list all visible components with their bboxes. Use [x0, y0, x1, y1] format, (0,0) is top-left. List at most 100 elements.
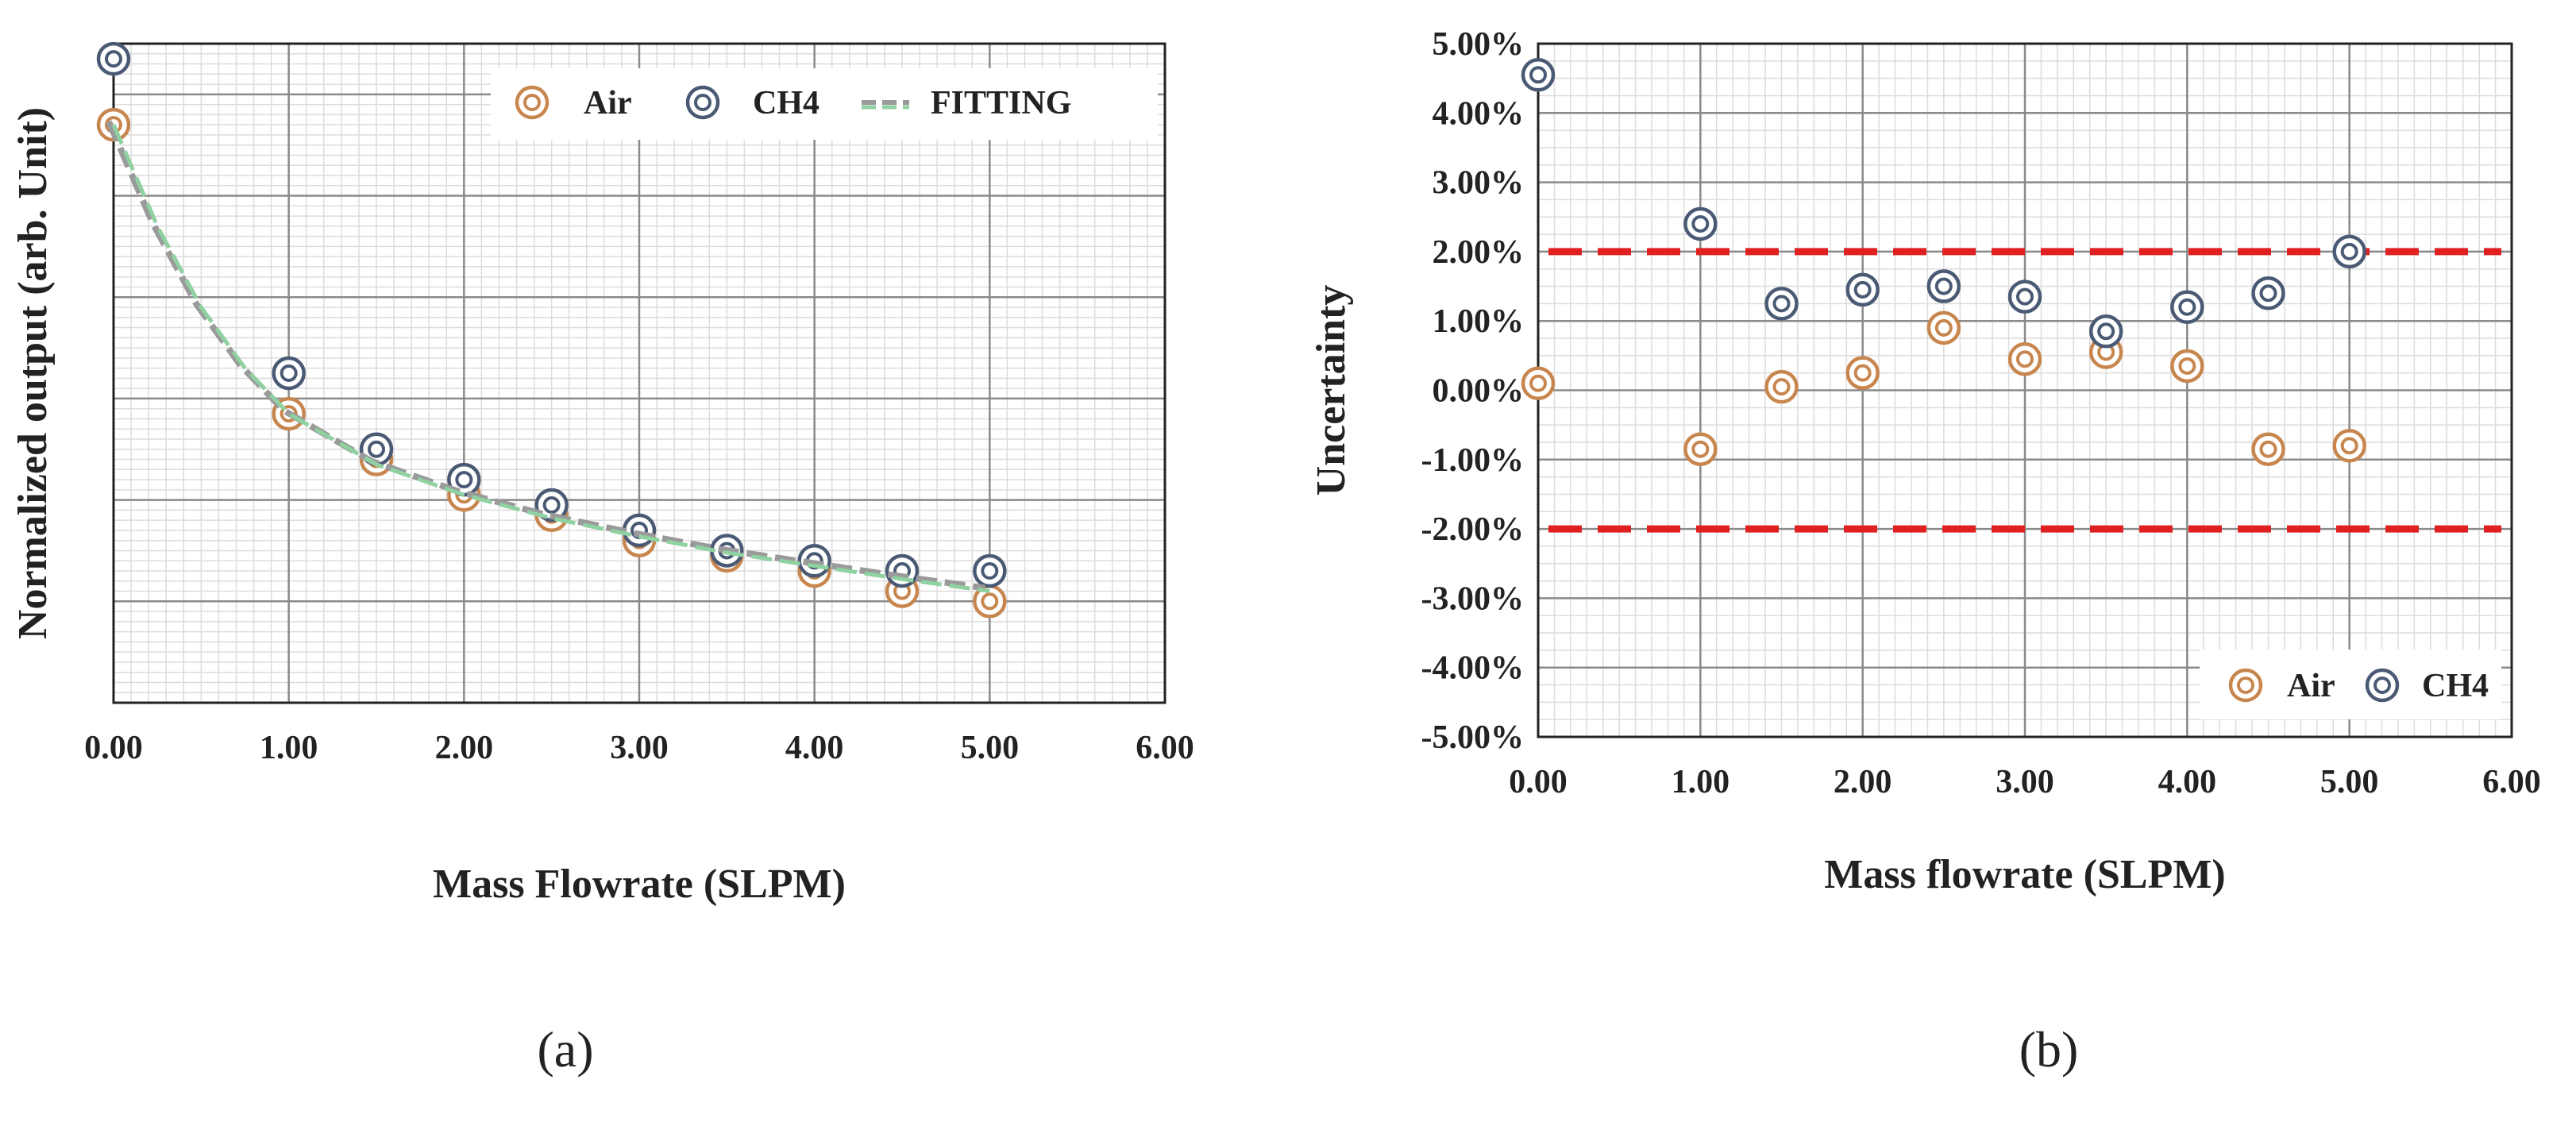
air-point [2007, 341, 2042, 376]
air-point-outer-ring [1521, 366, 1556, 401]
plot-frame [112, 42, 1167, 704]
ch4-point-inner-ring [542, 496, 561, 514]
ch4-point [447, 462, 481, 497]
ch4-point-outer-ring [2007, 280, 2042, 314]
legend-ch4-marker-outer-ring [685, 85, 720, 120]
y-tick-label: -3.00% [1421, 580, 1525, 617]
legend-fitting-label: FITTING [931, 85, 1071, 121]
ch4-point-outer-ring [2251, 276, 2285, 310]
ch4-point [2332, 234, 2366, 269]
ch4-point-inner-ring [2259, 284, 2277, 303]
air-point [2251, 432, 2285, 466]
legend-box [491, 68, 1158, 140]
legend-ch4-label: CH4 [2422, 668, 2489, 704]
legend-air-marker-outer-ring [515, 85, 550, 120]
legend-ch4-marker [685, 85, 720, 120]
ch4-point-outer-ring [1764, 287, 1799, 321]
ch4-point [534, 488, 569, 522]
x-axis-ticks: 0.00 1.00 2.00 3.00 4.00 5.00 6.00 [1509, 764, 2541, 800]
ch4-point-inner-ring [2178, 298, 2196, 316]
air-point-inner-ring [280, 405, 298, 423]
x-tick-label: 5.00 [2320, 764, 2379, 800]
legend-ch4-label: CH4 [753, 85, 819, 121]
legend-air-marker [2228, 668, 2263, 703]
air-point [1521, 366, 1556, 401]
air-point [973, 584, 1007, 619]
chart-b: 0.00 1.00 2.00 3.00 4.00 5.00 6.00 5.00% 4.00% 3.… [1309, 26, 2541, 897]
ch4-point-inner-ring [1772, 295, 1791, 313]
air-point-inner-ring [1853, 364, 1872, 382]
chart-a: 0.00 1.00 2.00 3.00 4.00 5.00 6.00 Mass Flowrat… [10, 41, 1194, 907]
x-tick-label: 6.00 [1136, 730, 1194, 766]
air-point-outer-ring [2251, 432, 2285, 466]
y-tick-label: -2.00% [1421, 511, 1525, 548]
ch4-point [1926, 269, 1961, 303]
y-axis-title: Normalized output (arb. Unit) [10, 107, 56, 639]
ch4-point [1683, 206, 1718, 241]
x-tick-label: 4.00 [2158, 764, 2217, 800]
x-tick-label: 2.00 [1834, 764, 1892, 800]
ch4-point-outer-ring [1926, 269, 1961, 303]
y-tick-label: 5.00% [1433, 26, 1525, 63]
ch4-point [2007, 280, 2042, 314]
ch4-point-inner-ring [2340, 242, 2358, 260]
x-tick-label: 0.00 [84, 730, 143, 766]
fitting-curve [111, 124, 990, 594]
y-axis-ticks: 5.00% 4.00% 3.00% 2.00% 1.00% 0.00% -1.00% -2.0… [1421, 26, 1525, 756]
ch4-point [272, 356, 306, 391]
series-ch4 [1521, 58, 2366, 349]
ch4-point-outer-ring [534, 488, 569, 522]
y-tick-label: 4.00% [1433, 95, 1525, 132]
ch4-point [2088, 314, 2123, 349]
legend-air-label: Air [2287, 668, 2335, 704]
ch4-point-inner-ring [981, 562, 999, 580]
ch4-point [1521, 58, 1556, 92]
panel-label-a: (a) [537, 1021, 593, 1078]
ch4-point-outer-ring [1845, 272, 1880, 307]
ch4-point [359, 432, 394, 467]
ch4-point-inner-ring [2097, 322, 2115, 341]
ch4-point [1764, 287, 1799, 321]
air-point-outer-ring [2332, 429, 2366, 463]
y-tick-label: 2.00% [1433, 234, 1525, 271]
ch4-point-outer-ring [2088, 314, 2123, 349]
air-point-inner-ring [2259, 440, 2277, 458]
panel-label-b: (b) [2019, 1021, 2079, 1078]
legend-ch4-marker-inner-ring [694, 94, 711, 111]
air-point [1764, 369, 1799, 404]
legend-air-marker-outer-ring [2228, 668, 2263, 703]
y-tick-label: 3.00% [1433, 165, 1525, 202]
legend: Air CH4 FITTING [491, 68, 1158, 140]
ch4-point-outer-ring [973, 553, 1007, 588]
y-tick-label: -5.00% [1421, 719, 1525, 756]
air-point-outer-ring [1683, 432, 1718, 466]
x-axis-ticks: 0.00 1.00 2.00 3.00 4.00 5.00 6.00 [84, 730, 1194, 766]
ch4-point-outer-ring [622, 513, 657, 548]
air-point [2170, 349, 2204, 384]
ch4-point-inner-ring [1934, 277, 1953, 295]
x-tick-label: 0.00 [1509, 764, 1568, 800]
air-point-outer-ring [1845, 356, 1880, 390]
y-tick-label: -4.00% [1421, 650, 1525, 687]
ch4-point-outer-ring [1683, 206, 1718, 241]
legend-ch4-marker-inner-ring [2374, 677, 2391, 694]
air-point-inner-ring [2178, 357, 2196, 375]
air-point-inner-ring [2340, 437, 2358, 455]
y-axis-title: Uncertainty [1309, 285, 1354, 496]
legend-air-marker [515, 85, 550, 120]
x-tick-label: 6.00 [2482, 764, 2541, 800]
legend-air-label: Air [584, 85, 632, 121]
ch4-point-outer-ring [96, 41, 131, 76]
ch4-point-inner-ring [455, 471, 473, 489]
ch4-point-inner-ring [280, 364, 298, 382]
y-tick-label: -1.00% [1421, 442, 1525, 479]
x-axis-title: Mass Flowrate (SLPM) [433, 862, 846, 907]
x-tick-label: 3.00 [1996, 764, 2054, 800]
ch4-point-outer-ring [2332, 234, 2366, 269]
air-point-inner-ring [1529, 374, 1547, 392]
air-point [1845, 356, 1880, 390]
air-point [1926, 310, 1961, 345]
x-tick-label: 1.00 [260, 730, 318, 766]
legend-ch4-marker-outer-ring [2365, 668, 2400, 703]
y-tick-label: 1.00% [1433, 303, 1525, 340]
